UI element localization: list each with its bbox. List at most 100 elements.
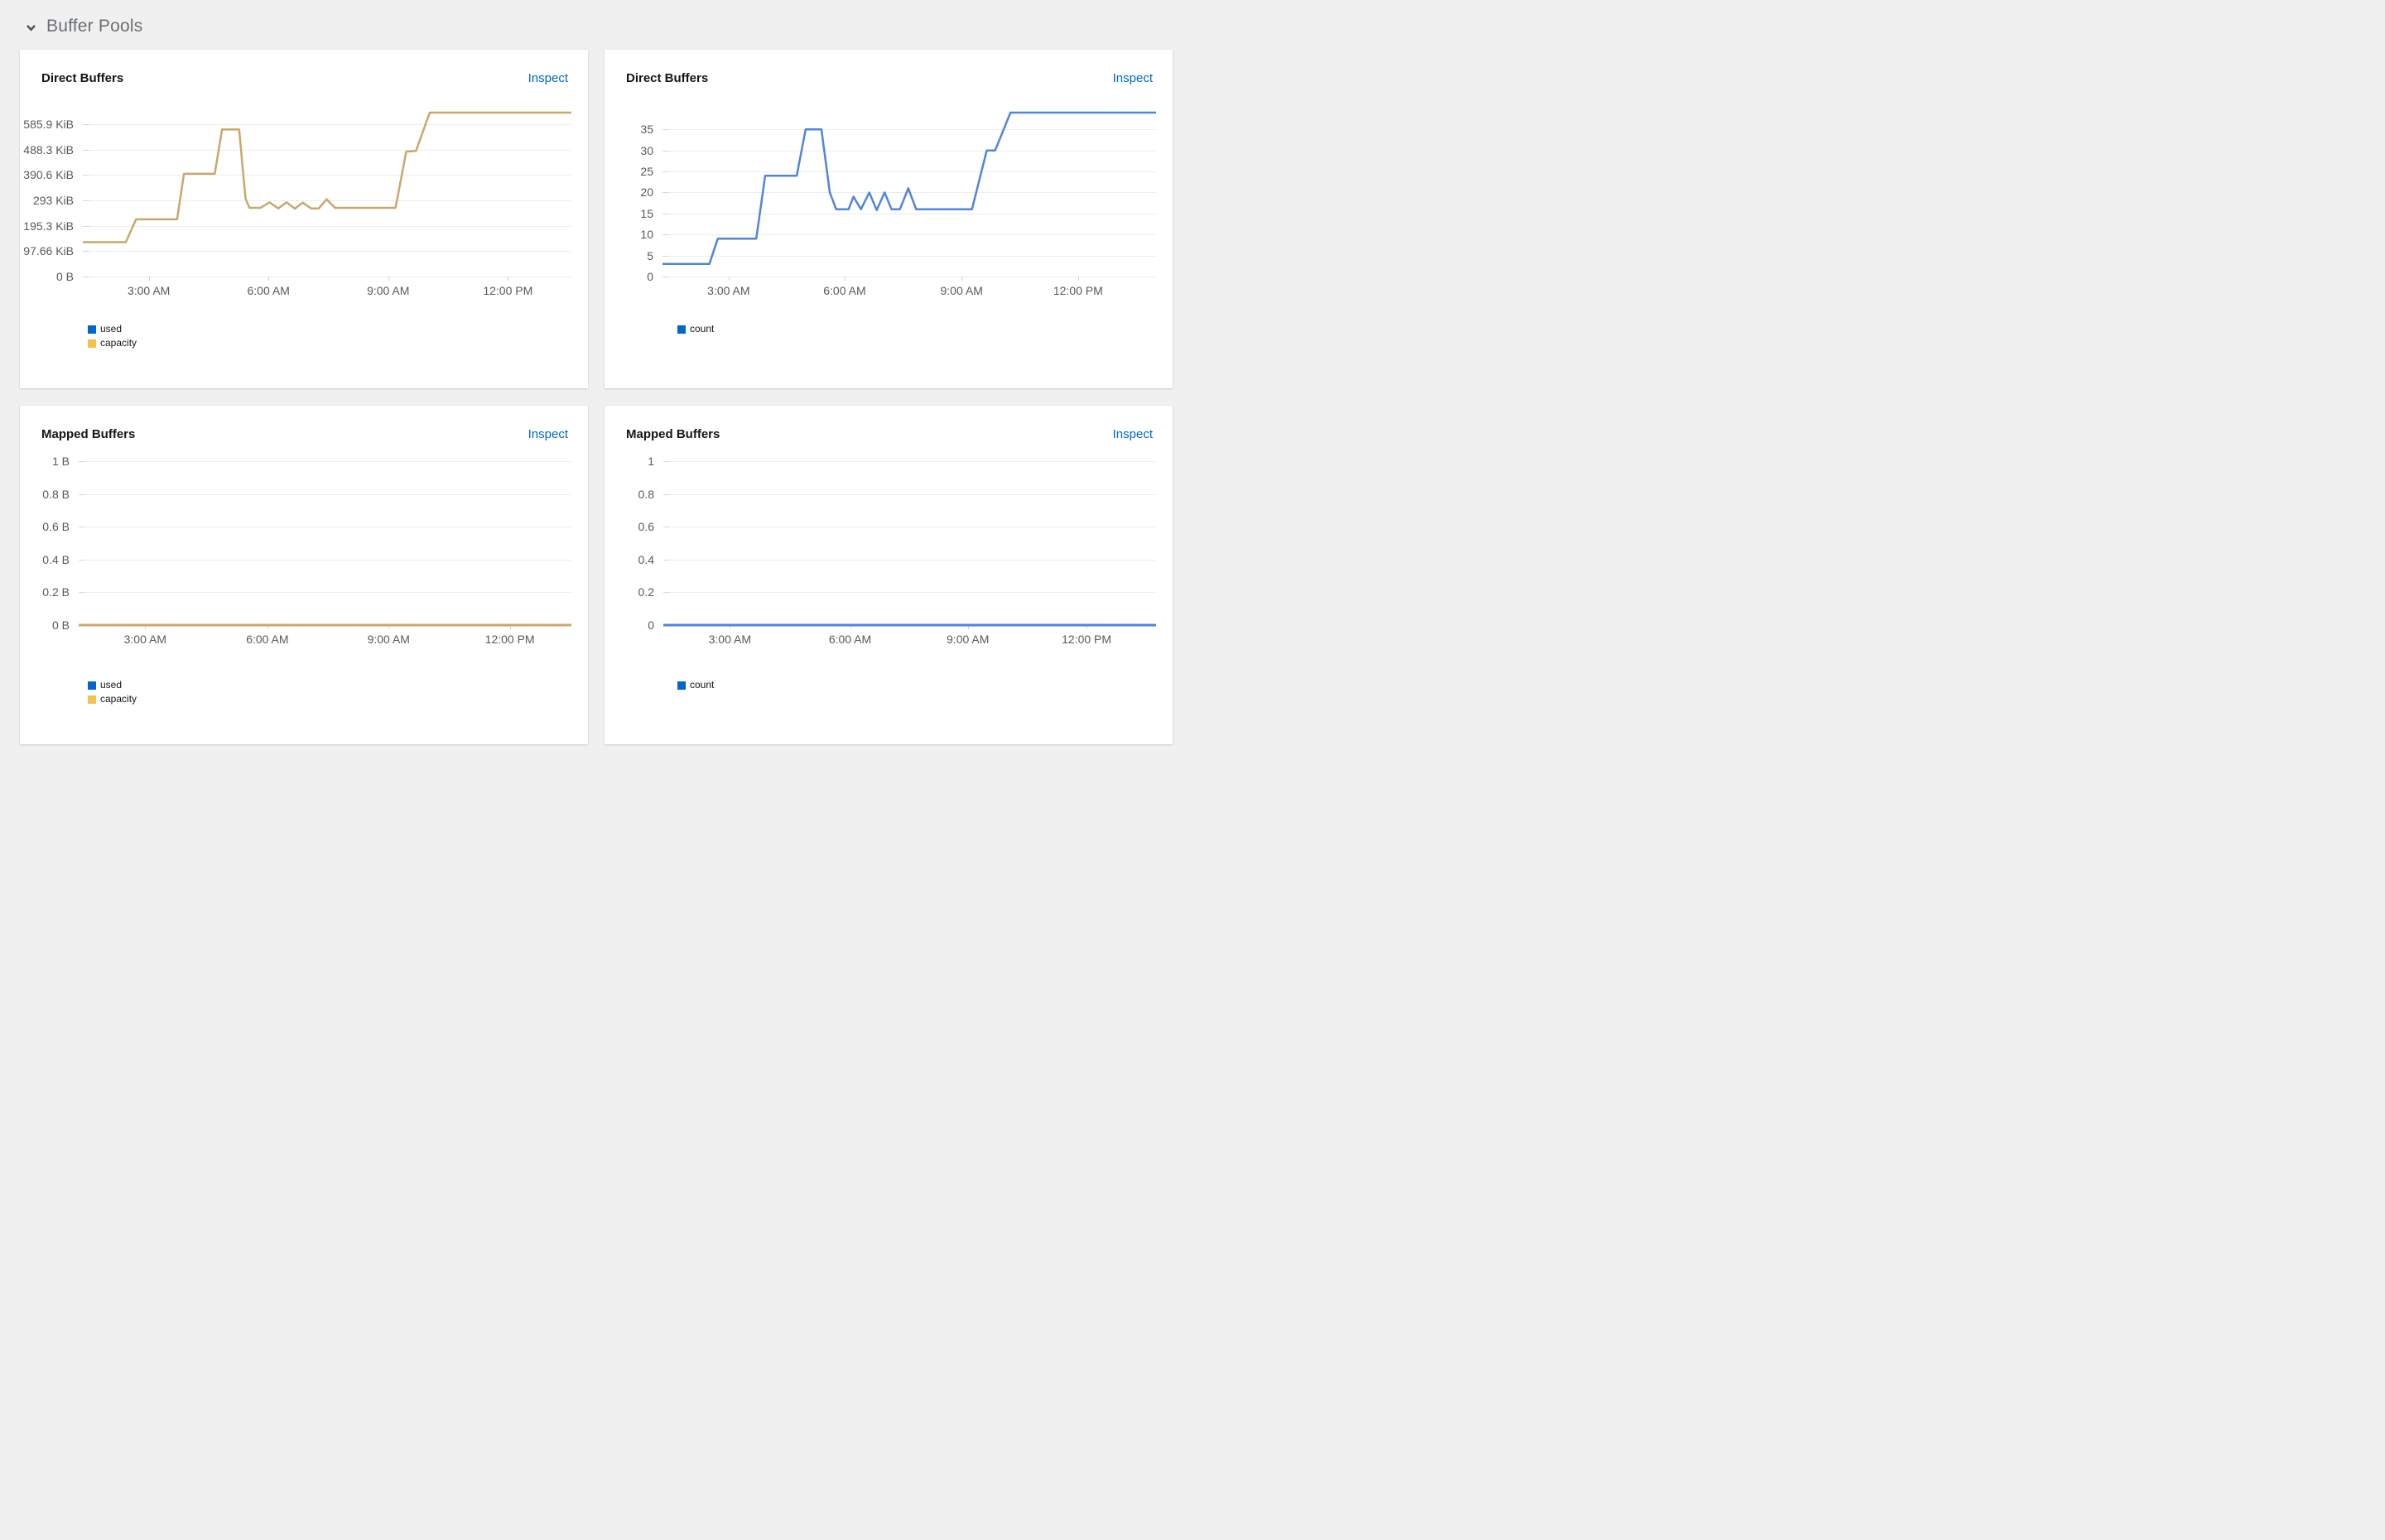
- x-axis-tick: [850, 625, 851, 629]
- y-gridline: [663, 461, 1156, 462]
- chart-legend: used capacity: [88, 324, 588, 349]
- y-gridline: [662, 255, 1156, 257]
- y-gridline: [79, 592, 571, 594]
- x-axis-tick: [967, 625, 969, 629]
- y-gridline: [663, 493, 1156, 495]
- y-axis-tick: [83, 175, 89, 176]
- y-axis-tick: [662, 255, 669, 257]
- chart-series-canvas: [663, 461, 1156, 625]
- x-axis-tick: [844, 277, 846, 281]
- y-axis-tick: [662, 129, 669, 131]
- card-mapped-buffers-count: Mapped Buffers Inspect 0 0.2 0.4 0.6 0.8 1 3:0…: [605, 406, 1173, 744]
- section-toggle-buffer-pools[interactable]: Buffer Pools: [0, 0, 1192, 36]
- chart-title: Direct Buffers: [41, 71, 124, 85]
- x-tick-label: 3:00 AM: [707, 284, 750, 297]
- y-axis-tick: [83, 225, 89, 227]
- inspect-link[interactable]: Inspect: [1112, 71, 1153, 85]
- card-header: Direct Buffers Inspect: [605, 50, 1173, 88]
- chart-legend: used capacity: [88, 680, 588, 705]
- chart-plot-area[interactable]: 0 0.2 0.4 0.6 0.8 1 3:00 AM 6:00 AM 9:00 AM 12:00…: [638, 455, 1156, 647]
- legend-label: count: [690, 679, 715, 691]
- legend-label: capacity: [100, 337, 137, 349]
- y-gridline: [83, 225, 571, 227]
- y-tick-label: 0.8 B: [42, 487, 70, 501]
- y-tick-label: 1 B: [51, 455, 70, 468]
- y-axis-tick: [83, 200, 89, 201]
- y-tick-label: 1: [648, 455, 654, 468]
- legend-label: capacity: [100, 693, 137, 705]
- x-axis-tick: [1077, 277, 1079, 281]
- y-gridline: [662, 171, 1156, 173]
- x-tick-label: 3:00 AM: [708, 633, 751, 646]
- y-tick-label: 25: [640, 165, 653, 179]
- legend-item-capacity: capacity: [88, 338, 588, 349]
- y-tick-label: 390.6 KiB: [23, 168, 74, 182]
- series-line-count: [662, 113, 1156, 264]
- section-title: Buffer Pools: [46, 17, 143, 36]
- y-tick-label: 0.2 B: [42, 585, 70, 599]
- inspect-link[interactable]: Inspect: [528, 71, 568, 85]
- inspect-link[interactable]: Inspect: [528, 427, 568, 441]
- y-axis-tick: [662, 171, 669, 173]
- y-tick-label: 0.6: [638, 520, 654, 534]
- y-tick-label: 30: [640, 143, 653, 157]
- card-direct-buffers-memory: Direct Buffers Inspect 0 B 97.66 KiB 195.3…: [20, 50, 588, 388]
- card-header: Mapped Buffers Inspect: [20, 406, 588, 444]
- y-tick-label: 97.66 KiB: [23, 244, 74, 258]
- y-gridline: [79, 559, 571, 561]
- chart-title: Mapped Buffers: [626, 427, 720, 441]
- y-axis-tick: [663, 559, 670, 561]
- legend-swatch: [88, 325, 96, 334]
- y-axis-tick: [662, 192, 669, 194]
- y-axis-tick: [662, 234, 669, 236]
- y-gridline: [663, 592, 1156, 594]
- y-axis-tick: [663, 461, 670, 462]
- y-axis-tick: [83, 123, 89, 125]
- y-axis-tick: [79, 461, 85, 462]
- x-axis-tick: [388, 277, 389, 281]
- x-axis-tick: [509, 625, 511, 629]
- y-gridline: [83, 175, 571, 176]
- card-header: Direct Buffers Inspect: [20, 50, 588, 88]
- legend-item-count: count: [677, 324, 1173, 334]
- chart-legend: count: [677, 324, 1173, 334]
- chart-plot-area[interactable]: 0 B 0.2 B 0.4 B 0.6 B 0.8 B 1 B 3:00 AM 6:00 AM…: [42, 455, 571, 647]
- y-gridline: [662, 150, 1156, 152]
- legend-item-used: used: [88, 680, 588, 691]
- x-axis-tick: [268, 277, 270, 281]
- y-axis-tick: [79, 592, 85, 594]
- x-axis-tick: [145, 625, 147, 629]
- y-gridline: [83, 251, 571, 253]
- y-tick-label: 0.4: [638, 552, 654, 566]
- y-tick-label: 0 B: [55, 270, 74, 283]
- inspect-link[interactable]: Inspect: [1112, 427, 1153, 441]
- x-tick-label: 12:00 PM: [1062, 633, 1112, 646]
- x-tick-label: 12:00 PM: [1053, 284, 1103, 297]
- x-tick-label: 6:00 AM: [247, 284, 290, 297]
- y-tick-label: 585.9 KiB: [23, 117, 74, 131]
- card-direct-buffers-count: Direct Buffers Inspect 0 5 10 15 20 25 30 35 3:0…: [605, 50, 1173, 388]
- y-gridline: [83, 149, 571, 151]
- legend-swatch: [677, 325, 686, 334]
- y-axis-tick: [83, 251, 89, 253]
- chart-legend: count: [677, 680, 1173, 691]
- chart-title: Mapped Buffers: [41, 427, 136, 441]
- x-axis-tick: [148, 277, 150, 281]
- x-tick-label: 6:00 AM: [823, 284, 866, 297]
- y-tick-label: 0: [647, 270, 653, 283]
- x-tick-label: 6:00 AM: [828, 633, 872, 646]
- chart-plot-area[interactable]: 0 B 97.66 KiB 195.3 KiB 293 KiB 390.6 KiB 488…: [23, 113, 571, 298]
- legend-item-used: used: [88, 324, 588, 334]
- y-gridline: [79, 493, 571, 495]
- y-gridline: [662, 234, 1156, 236]
- legend-item-capacity: capacity: [88, 694, 588, 705]
- y-tick-label: 0.6 B: [42, 520, 70, 534]
- x-tick-label: 6:00 AM: [246, 633, 289, 646]
- x-tick-label: 9:00 AM: [367, 633, 410, 646]
- y-tick-label: 15: [640, 206, 653, 220]
- legend-swatch: [88, 695, 96, 704]
- chart-plot-area[interactable]: 0 5 10 15 20 25 30 35 3:00 AM 6:00 AM 9:00 AM 12:00…: [640, 113, 1156, 298]
- x-tick-label: 9:00 AM: [367, 284, 410, 297]
- y-tick-label: 0.4 B: [42, 552, 70, 566]
- x-tick-label: 12:00 PM: [483, 284, 533, 297]
